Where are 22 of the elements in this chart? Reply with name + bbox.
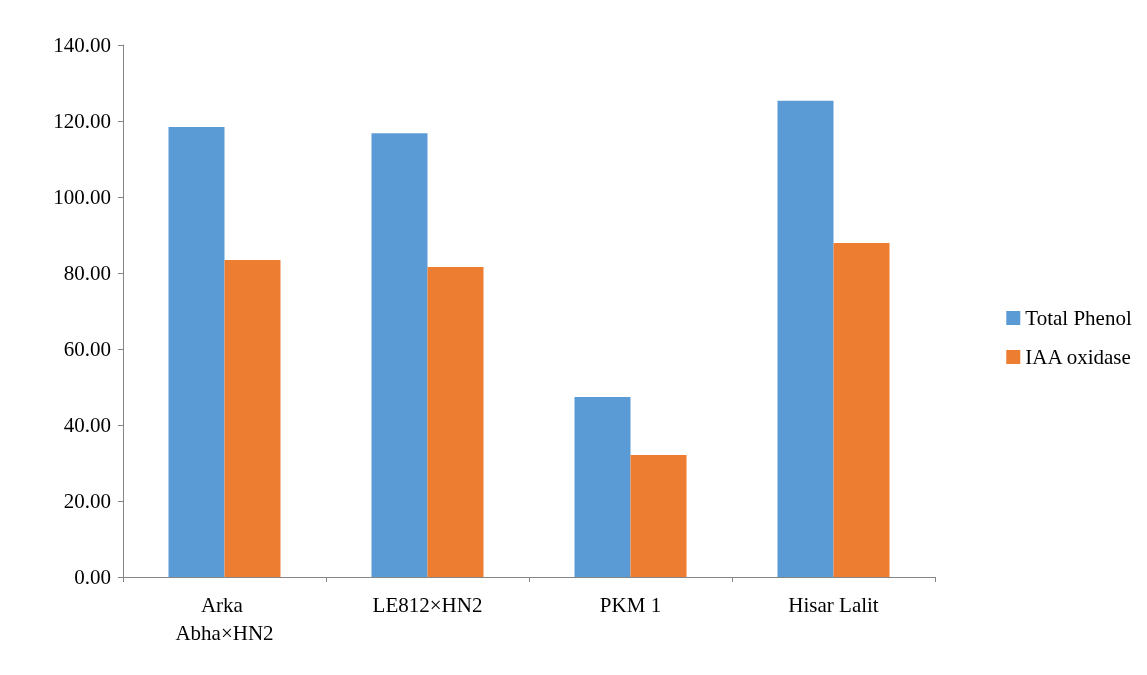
bar <box>777 100 834 577</box>
x-tick-label: Arka Abha×HN2 <box>175 593 274 645</box>
bar <box>371 133 428 577</box>
bar <box>574 396 631 577</box>
y-tick-label: 120.00 <box>53 109 111 133</box>
legend-label: IAA oxidase <box>1025 345 1131 369</box>
bar <box>833 242 890 577</box>
bar <box>224 260 281 577</box>
bar <box>630 455 687 577</box>
y-tick-label: 0.00 <box>74 565 111 589</box>
y-tick-label: 20.00 <box>63 489 111 513</box>
y-tick-label: 140.00 <box>53 33 111 57</box>
y-tick-label: 80.00 <box>63 261 111 285</box>
x-tick-label: PKM 1 <box>599 593 662 617</box>
bar <box>427 266 484 577</box>
y-tick-label: 40.00 <box>63 413 111 437</box>
legend-label: Total Phenol <box>1025 306 1132 330</box>
bar <box>168 127 225 577</box>
x-tick-label: Hisar Lalit <box>788 593 879 617</box>
x-tick-label: LE812×HN2 <box>372 593 483 617</box>
y-tick-label: 60.00 <box>63 337 111 361</box>
y-tick-label: 100.00 <box>53 185 111 209</box>
